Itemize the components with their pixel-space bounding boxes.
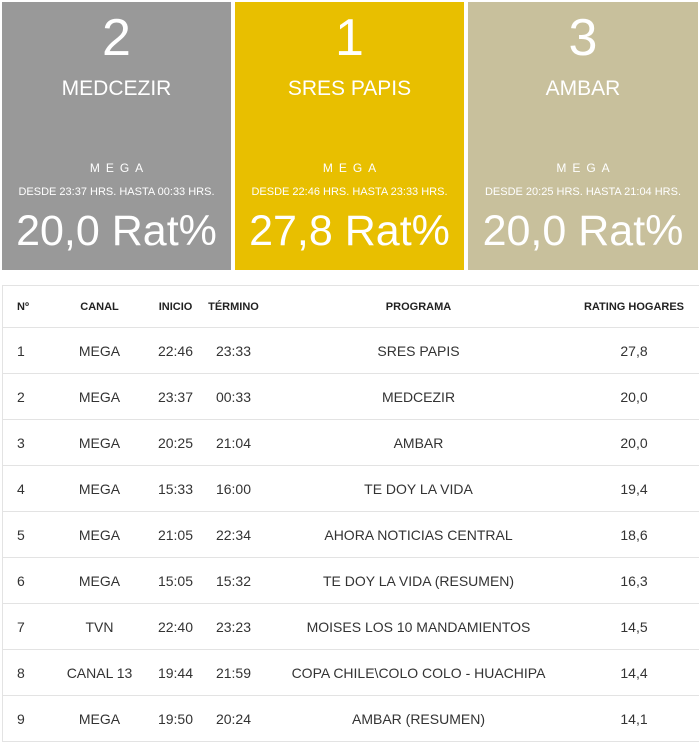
cell-program: TE DOY LA VIDA (RESUMEN) [268,557,569,604]
cell-channel: CANAL 13 [47,649,152,696]
podium-rating: 27,8 Rat% [249,207,450,255]
cell-number: 4 [3,465,47,512]
column-header-program[interactable]: PROGRAMA [268,286,569,328]
cell-number: 6 [3,557,47,604]
cell-channel: MEGA [47,419,152,466]
cell-program: AMBAR [268,419,569,466]
cell-number: 1 [3,327,47,374]
cell-rating: 14,4 [569,649,699,696]
podium-time-range: DESDE 23:37 HRS. HASTA 00:33 HRS. [18,186,215,198]
table-body: 1 MEGA 22:46 23:33 SRES PAPIS 27,8 2 MEGA 23:37 0… [3,327,699,742]
table-row[interactable]: 2 MEGA 23:37 00:33 MEDCEZIR 20,0 [3,373,699,420]
podium-card-third[interactable]: 3 AMBAR MEGA DESDE 20:25 HRS. HASTA 21:0… [468,2,698,270]
podium-channel: MEGA [89,161,150,175]
cell-start: 22:40 [152,603,199,650]
podium-time-range: DESDE 22:46 HRS. HASTA 23:33 HRS. [251,186,448,198]
podium-program-name: AMBAR [545,77,621,100]
podium-time-range: DESDE 20:25 HRS. HASTA 21:04 HRS. [484,186,682,198]
ratings-table: Nº CANAL INICIO TÉRMINO PROGRAMA RATING … [3,286,699,742]
table-row[interactable]: 8 CANAL 13 19:44 21:59 COPA CHILE\COLO COLO … [3,649,699,696]
cell-start: 19:44 [152,649,199,696]
cell-channel: MEGA [47,373,152,420]
table-row[interactable]: 1 MEGA 22:46 23:33 SRES PAPIS 27,8 [3,327,699,374]
cell-number: 3 [3,419,47,466]
cell-end: 22:34 [199,511,268,558]
podium-program-name: MEDCEZIR [61,77,172,100]
cell-rating: 20,0 [569,419,699,466]
column-header-number[interactable]: Nº [3,286,47,328]
cell-rating: 14,5 [569,603,699,650]
cell-number: 9 [3,695,47,742]
cell-number: 7 [3,603,47,650]
cell-end: 00:33 [199,373,268,420]
cell-end: 20:24 [199,695,268,742]
table-row[interactable]: 3 MEGA 20:25 21:04 AMBAR 20,0 [3,419,699,466]
cell-start: 15:33 [152,465,199,512]
cell-channel: MEGA [47,695,152,742]
podium-card-first[interactable]: 1 SRES PAPIS MEGA DESDE 22:46 HRS. HASTA… [235,2,464,270]
cell-rating: 27,8 [569,327,699,374]
cell-program: TE DOY LA VIDA [268,465,569,512]
cell-rating: 14,1 [569,695,699,742]
cell-end: 23:33 [199,327,268,374]
cell-program: MOISES LOS 10 MANDAMIENTOS [268,603,569,650]
cell-number: 8 [3,649,47,696]
cell-program: AHORA NOTICIAS CENTRAL [268,511,569,558]
cell-start: 20:25 [152,419,199,466]
column-header-channel[interactable]: CANAL [47,286,152,328]
cell-program: COPA CHILE\COLO COLO - HUACHIPA [268,649,569,696]
cell-start: 21:05 [152,511,199,558]
cell-start: 15:05 [152,557,199,604]
podium-channel: MEGA [556,161,616,175]
table-row[interactable]: 4 MEGA 15:33 16:00 TE DOY LA VIDA 19,4 [3,465,699,512]
cell-number: 2 [3,373,47,420]
cell-end: 21:04 [199,419,268,466]
cell-channel: MEGA [47,511,152,558]
cell-start: 22:46 [152,327,199,374]
podium-card-second[interactable]: 2 MEDCEZIR MEGA DESDE 23:37 HRS. HASTA 0… [2,2,231,270]
cell-rating: 19,4 [569,465,699,512]
table-row[interactable]: 7 TVN 22:40 23:23 MOISES LOS 10 MANDAMIENTOS… [3,603,699,650]
cell-end: 15:32 [199,557,268,604]
cell-program: AMBAR (RESUMEN) [268,695,569,742]
podium-rank: 1 [335,9,364,67]
cell-start: 19:50 [152,695,199,742]
cell-end: 16:00 [199,465,268,512]
podium-channel: MEGA [322,161,383,175]
podium-ranking: 2 MEDCEZIR MEGA DESDE 23:37 HRS. HASTA 0… [0,0,700,270]
podium-rank: 3 [568,9,598,67]
cell-program: MEDCEZIR [268,373,569,420]
cell-rating: 18,6 [569,511,699,558]
cell-channel: MEGA [47,557,152,604]
cell-rating: 16,3 [569,557,699,604]
podium-rank: 2 [102,9,131,67]
table-row[interactable]: 5 MEGA 21:05 22:34 AHORA NOTICIAS CENTRAL 18,… [3,511,699,558]
podium-program-name: SRES PAPIS [287,77,412,100]
column-header-start[interactable]: INICIO [152,286,199,328]
podium-rating: 20,0 Rat% [16,207,217,255]
cell-end: 23:23 [199,603,268,650]
table-header-row: Nº CANAL INICIO TÉRMINO PROGRAMA RATING … [3,286,699,328]
column-header-end[interactable]: TÉRMINO [199,286,268,328]
table-row[interactable]: 9 MEGA 19:50 20:24 AMBAR (RESUMEN) 14,1 [3,695,699,742]
cell-start: 23:37 [152,373,199,420]
ratings-table-container: Nº CANAL INICIO TÉRMINO PROGRAMA RATING … [2,285,699,742]
cell-end: 21:59 [199,649,268,696]
podium-rating: 20,0 Rat% [482,207,684,255]
cell-channel: TVN [47,603,152,650]
column-header-rating[interactable]: RATING HOGARES [569,286,699,328]
cell-rating: 20,0 [569,373,699,420]
table-row[interactable]: 6 MEGA 15:05 15:32 TE DOY LA VIDA (RESUMEN) 1… [3,557,699,604]
cell-channel: MEGA [47,465,152,512]
cell-channel: MEGA [47,327,152,374]
cell-number: 5 [3,511,47,558]
cell-program: SRES PAPIS [268,327,569,374]
